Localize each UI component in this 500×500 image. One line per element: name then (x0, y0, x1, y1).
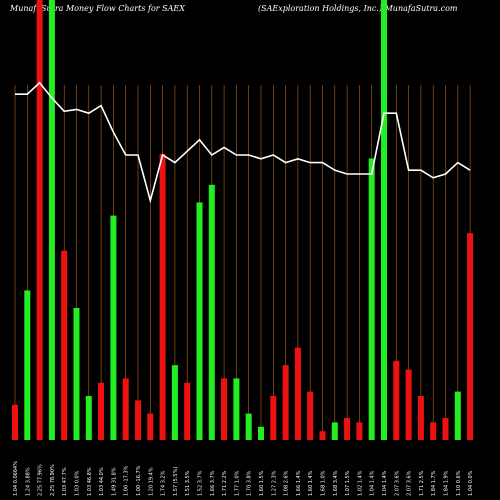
x-tick-label: 1.04 0.0664% (13, 461, 19, 496)
x-tick-label: 1.70 3.8% (247, 470, 253, 496)
bar-11 (135, 400, 141, 440)
x-tick-label: 1.74 3.2% (161, 470, 167, 496)
x-tick-label: 1.60 1.4% (308, 470, 314, 496)
x-tick-label: 1.03 46.8% (87, 467, 93, 496)
bar-20 (245, 413, 252, 440)
bar-12 (147, 413, 154, 440)
x-tick-label: 1.84 1.7% (431, 470, 437, 496)
x-tick-label: 1.52 3.7% (198, 470, 204, 496)
x-tick-label: 1.02 1.4% (357, 470, 363, 496)
x-tick-label: 1.04 0.0% (468, 470, 474, 496)
x-tick-label: 2.07 3.6% (407, 470, 413, 496)
bar-4 (48, 0, 55, 440)
x-tick-label: 1.00 -17.3% (124, 465, 130, 496)
x-tick-label: 1.07 1.5% (345, 470, 351, 496)
bar-35 (430, 422, 437, 440)
bar-9 (110, 215, 117, 440)
x-tick-label: 1.03 44.0% (99, 467, 105, 496)
bar-21 (258, 426, 264, 440)
bar-3 (36, 0, 43, 440)
bar-23 (282, 365, 289, 440)
x-tick-label: 1.71 2.5% (419, 470, 425, 496)
x-tick-label: 1.10 0.6% (456, 470, 462, 496)
x-tick-label: 1.68 1.0% (321, 470, 327, 496)
x-tick-label: 1.03 47.7% (62, 467, 68, 496)
x-tick-label: 1.77 1.0% (234, 470, 240, 496)
money-flow-line (15, 81, 471, 204)
bar-1 (12, 404, 18, 440)
bar-15 (184, 382, 191, 440)
x-tick-label: 2.07 3.6% (394, 470, 400, 496)
bar-19 (233, 378, 240, 440)
x-tick-label: 1.71 2.2% (222, 470, 228, 496)
x-tick-label: 1.24 3.88% (25, 467, 31, 496)
bar-38 (467, 233, 474, 440)
bar-32 (393, 360, 400, 440)
bar-34 (417, 396, 424, 440)
bar-14 (171, 365, 178, 440)
x-tick-label: 1.27 2.3% (271, 470, 277, 496)
bar-24 (294, 347, 301, 440)
bar-31 (381, 0, 387, 440)
x-tick-label: 1.60 1.5% (259, 470, 265, 496)
bar-5 (61, 250, 68, 440)
x-tick-label: 1.57 (5.5%) (173, 467, 179, 496)
x-tick-label: 2.25 77.96% (38, 464, 44, 496)
chart-title: MunafaSutra Money Flow Charts for SAEX (10, 4, 185, 13)
bar-16 (196, 202, 203, 440)
x-tick-label: 1.00 -16.7% (136, 465, 142, 496)
x-tick-label: 2.25 78.90% (50, 464, 56, 496)
bar-36 (442, 418, 449, 440)
x-tick-label: 1.66 3.7% (210, 470, 216, 496)
x-tick-label: 1.20 19.4% (148, 467, 154, 496)
bar-28 (344, 418, 351, 440)
x-tick-label: 1.03 0.0% (75, 470, 81, 496)
bar-27 (331, 422, 338, 440)
bar-26 (319, 431, 326, 440)
x-tick-label: 1.84 1.9% (444, 470, 450, 496)
chart-subtitle: (SAExploration Holdings, Inc.) MunafaSut… (258, 4, 458, 13)
x-tick-label: 1.08 2.6% (284, 470, 290, 496)
bar-22 (270, 396, 277, 440)
bar-25 (307, 391, 314, 440)
bar-10 (122, 378, 129, 440)
x-tick-label: 1.68 3.4% (333, 470, 339, 496)
bar-6 (73, 308, 80, 440)
bar-2 (24, 290, 31, 440)
bar-30 (368, 158, 375, 440)
x-tick-label: 1.49 31.8% (111, 467, 117, 496)
bar-33 (405, 369, 412, 440)
x-tick-label: 1.04 1.4% (370, 470, 376, 496)
bar-29 (356, 422, 363, 440)
x-tick-label: 1.51 3.5% (185, 470, 191, 496)
bar-7 (85, 396, 92, 440)
x-tick-label: 1.04 1.4% (382, 470, 388, 496)
bar-37 (454, 391, 461, 440)
x-tick-label: 1.66 1.4% (296, 470, 302, 496)
bar-8 (98, 382, 105, 440)
bar-13 (159, 154, 166, 440)
bar-18 (221, 378, 228, 440)
bar-17 (208, 184, 215, 440)
